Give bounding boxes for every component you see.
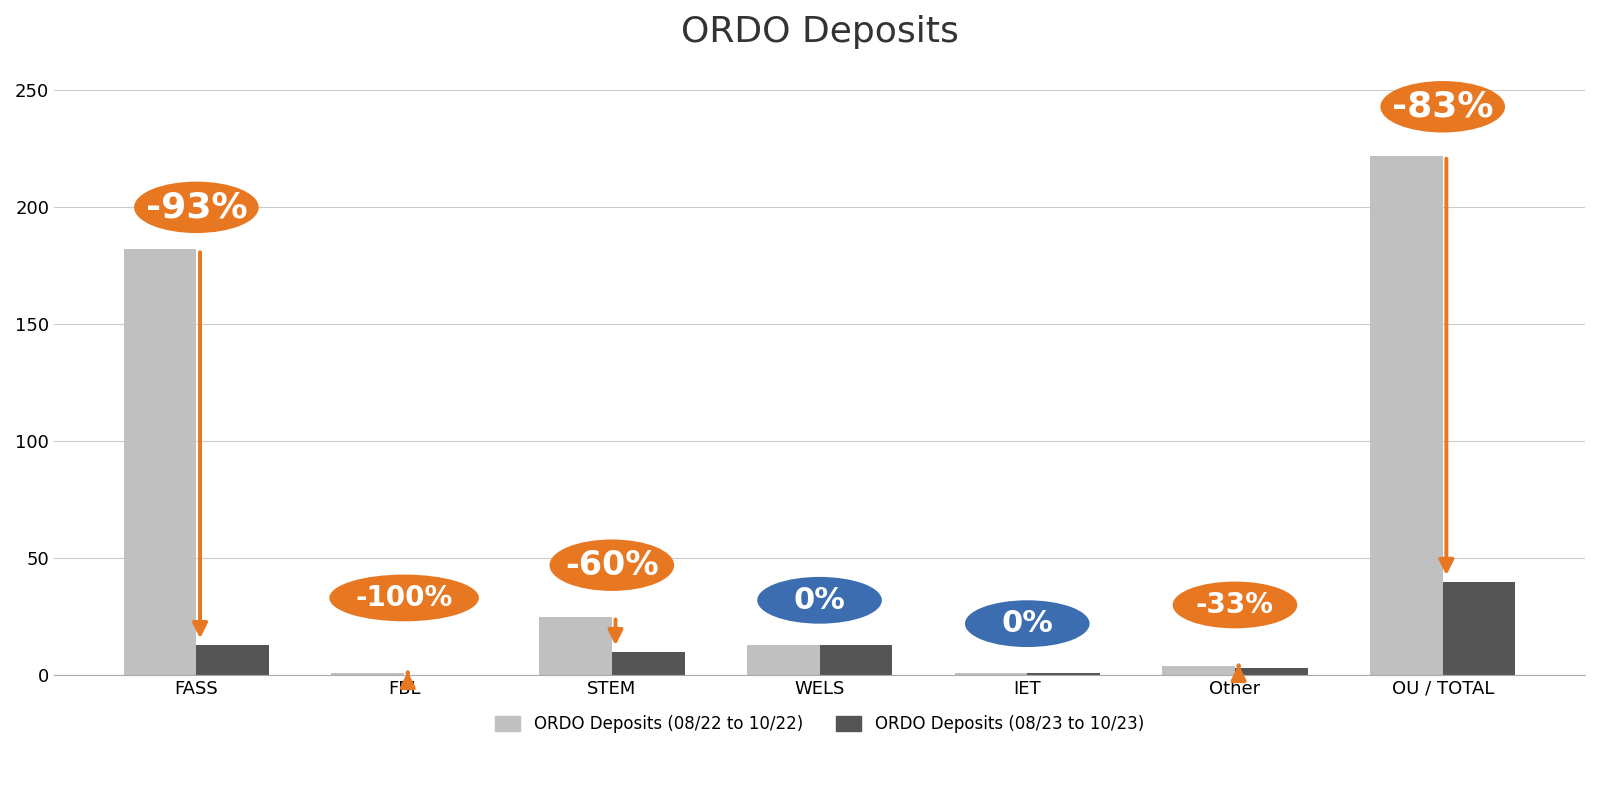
Bar bbox=[539, 617, 611, 675]
Bar bbox=[611, 652, 685, 675]
Bar bbox=[747, 645, 819, 675]
Ellipse shape bbox=[134, 181, 259, 233]
Bar bbox=[1162, 665, 1235, 675]
Bar bbox=[1027, 673, 1099, 675]
Bar bbox=[1443, 582, 1515, 675]
Bar bbox=[819, 645, 893, 675]
Bar bbox=[331, 673, 405, 675]
Bar bbox=[123, 250, 197, 675]
Bar bbox=[955, 673, 1027, 675]
Bar bbox=[1370, 156, 1443, 675]
Text: -93%: -93% bbox=[146, 190, 248, 224]
Text: -83%: -83% bbox=[1392, 90, 1493, 124]
Ellipse shape bbox=[549, 540, 674, 591]
Bar bbox=[1235, 668, 1307, 675]
Text: -60%: -60% bbox=[565, 549, 659, 582]
Text: 0%: 0% bbox=[1002, 609, 1053, 638]
Ellipse shape bbox=[1381, 81, 1506, 133]
Bar bbox=[197, 645, 269, 675]
Ellipse shape bbox=[330, 575, 478, 622]
Ellipse shape bbox=[757, 577, 882, 623]
Legend: ORDO Deposits (08/22 to 10/22), ORDO Deposits (08/23 to 10/23): ORDO Deposits (08/22 to 10/22), ORDO Dep… bbox=[488, 708, 1150, 740]
Text: 0%: 0% bbox=[794, 586, 845, 615]
Text: -100%: -100% bbox=[355, 584, 453, 612]
Ellipse shape bbox=[965, 600, 1090, 647]
Ellipse shape bbox=[1173, 582, 1298, 628]
Text: -33%: -33% bbox=[1195, 591, 1274, 619]
Title: ORDO Deposits: ORDO Deposits bbox=[680, 15, 958, 49]
